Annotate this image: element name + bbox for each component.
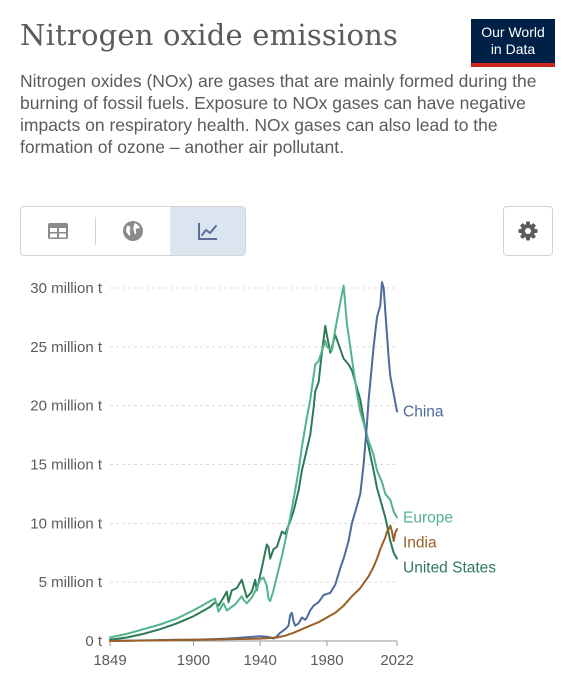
x-tick-label: 1940	[243, 652, 276, 669]
series-line-india[interactable]	[109, 524, 398, 642]
y-tick-label: 10 million t	[30, 515, 103, 532]
x-tick-label: 2022	[380, 652, 413, 669]
logo-line-2: in Data	[490, 41, 536, 57]
logo-red-bar	[471, 63, 555, 67]
series-label-china[interactable]: China	[403, 404, 444, 421]
series-label-united-states[interactable]: United States	[403, 559, 496, 576]
chart-title: Nitrogen oxide emissions	[20, 18, 399, 52]
tab-table[interactable]	[21, 207, 96, 255]
tab-divider	[94, 217, 96, 245]
series-label-europe[interactable]: Europe	[403, 509, 453, 526]
globe-icon	[123, 221, 143, 241]
x-tick-label: 1900	[177, 652, 210, 669]
view-tabs	[20, 206, 246, 256]
y-tick-label: 5 million t	[39, 574, 103, 591]
owid-logo[interactable]: Our World in Data	[471, 19, 555, 67]
gear-icon	[518, 221, 538, 241]
y-tick-label: 15 million t	[30, 457, 103, 474]
x-tick-label: 1980	[310, 652, 343, 669]
line-chart: 0 t 5 million t 10 million t 15 million t 20…	[30, 280, 496, 669]
settings-button[interactable]	[503, 206, 553, 256]
series-line-europe[interactable]	[109, 284, 398, 639]
series-label-india[interactable]: India	[403, 534, 437, 551]
tab-map[interactable]	[96, 207, 171, 255]
y-tick-label: 20 million t	[30, 398, 103, 415]
y-tick-label: 0 t	[85, 633, 103, 650]
y-tick-label: 25 million t	[30, 339, 103, 356]
table-icon	[48, 223, 69, 239]
logo-line-1: Our World	[481, 24, 545, 40]
chart-subtitle: Nitrogen oxides (NOx) are gases that are…	[20, 71, 537, 157]
y-tick-label: 30 million t	[30, 280, 103, 297]
x-tick-label: 1849	[93, 652, 126, 669]
line-chart-icon	[197, 223, 217, 240]
tab-chart[interactable]	[170, 207, 245, 255]
